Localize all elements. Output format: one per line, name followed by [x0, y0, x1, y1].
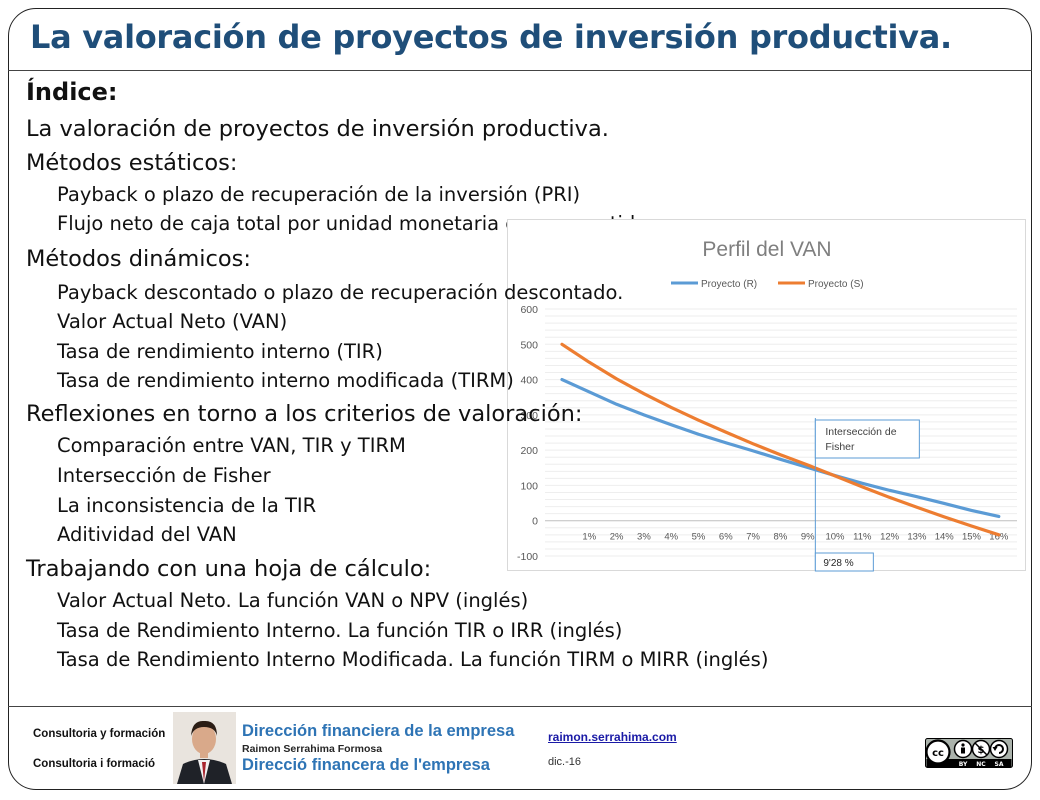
x-tick-label: 14% — [935, 532, 955, 543]
index-subitem: Tasa de rendimiento interno (TIR) — [57, 340, 383, 363]
fisher-rate-label: 9'28 % — [823, 558, 853, 569]
index-item: La valoración de proyectos de inversión … — [26, 116, 609, 142]
y-tick-label: 100 — [520, 480, 538, 492]
y-tick-label: 500 — [520, 339, 538, 351]
index-section: Trabajando con una hoja de cálculo: — [26, 556, 432, 582]
series-line-proyecto-s — [560, 342, 1001, 537]
svg-text:$: $ — [978, 745, 985, 756]
y-tick-label: 600 — [520, 304, 538, 316]
y-tick-label: -100 — [517, 551, 538, 563]
cc-by-label: BY — [959, 761, 968, 768]
x-tick-label: 15% — [962, 532, 982, 543]
footer-tagline-ca: Consultoria i formació — [33, 758, 156, 770]
y-tick-label: 300 — [520, 410, 538, 422]
chart-canvas: Perfil del VAN Proyecto (R) Proyecto (S)… — [517, 238, 1017, 572]
author-photo — [173, 712, 236, 784]
footer-divider — [8, 706, 1032, 707]
y-tick-label: 400 — [520, 375, 538, 387]
index-section: Reflexiones en torno a los criterios de … — [26, 401, 583, 427]
website-link[interactable]: raimon.serrahima.com — [548, 730, 677, 744]
brand-title-es: Dirección financiera de la empresa — [242, 722, 515, 740]
x-tick-label: 16% — [989, 532, 1009, 543]
x-tick-label: 2% — [610, 532, 624, 543]
chart-title: Perfil del VAN — [702, 238, 831, 261]
x-tick-label: 6% — [719, 532, 733, 543]
index-subitem: Payback o plazo de recuperación de la in… — [57, 183, 581, 206]
index-subitem: La inconsistencia de la TIR — [57, 494, 317, 517]
index-subitem: Payback descontado o plazo de recuperaci… — [57, 281, 624, 304]
slide-date: dic.-16 — [548, 756, 582, 768]
brand-author: Raimon Serrahima Formosa — [242, 743, 383, 755]
index-subitem: Tasa de rendimiento interno modificada (… — [57, 369, 514, 392]
index-subitem: Tasa de Rendimiento Interno Modificada. … — [57, 648, 769, 671]
fisher-annotation: Intersección de Fisher 9'28 % — [814, 418, 920, 572]
fisher-callout-line1: Intersección de — [825, 426, 896, 438]
series-line-proyecto-r — [560, 377, 1001, 519]
svg-text:cc: cc — [932, 748, 944, 759]
van-profile-chart: Perfil del VAN Proyecto (R) Proyecto (S)… — [507, 219, 1026, 572]
chart-grid — [545, 308, 1017, 557]
x-axis: 1% 2% 3% 4% 5% 6% 7% 8% 9% 10% 11% 12% 13% 14% 15% 16% — [582, 532, 1008, 543]
x-tick-label: 3% — [637, 532, 651, 543]
cc-sa-label: SA — [995, 761, 1004, 768]
index-subitem: Valor Actual Neto (VAN) — [57, 310, 288, 333]
title-divider — [8, 70, 1032, 71]
fisher-callout-line2: Fisher — [825, 441, 855, 453]
x-tick-label: 9% — [801, 532, 815, 543]
x-tick-label: 4% — [664, 532, 678, 543]
chart-series — [560, 342, 1001, 537]
index-section: Métodos estáticos: — [26, 150, 238, 176]
nc-icon: $ — [971, 739, 991, 759]
x-tick-label: 5% — [692, 532, 706, 543]
x-tick-label: 1% — [582, 532, 596, 543]
page-title: La valoración de proyectos de inversión … — [30, 18, 952, 56]
x-tick-label: 13% — [907, 532, 927, 543]
sa-icon — [989, 739, 1009, 759]
index-subitem: Valor Actual Neto. La función VAN o NPV … — [57, 589, 529, 612]
index-subitem: Flujo neto de caja total por unidad mone… — [57, 212, 654, 235]
index-heading: Índice: — [26, 78, 118, 106]
cc-license-badge[interactable]: cc $ BY NC SA — [925, 738, 1013, 768]
x-tick-label: 8% — [774, 532, 788, 543]
y-axis: 600 500 400 300 200 100 0 -100 — [517, 304, 538, 563]
footer-tagline-es: Consultoria y formación — [33, 728, 166, 740]
by-icon — [953, 739, 973, 759]
legend-label-s: Proyecto (S) — [808, 279, 864, 290]
index-subitem: Comparación entre VAN, TIR y TIRM — [57, 434, 406, 457]
y-tick-label: 200 — [520, 445, 538, 457]
legend-label-r: Proyecto (R) — [701, 279, 757, 290]
brand-title-ca: Direcció financera de l'empresa — [242, 756, 490, 774]
x-tick-label: 11% — [853, 532, 872, 543]
index-subitem: Aditividad del VAN — [57, 523, 237, 546]
fisher-callout-box — [814, 419, 920, 459]
cc-icon: cc — [925, 739, 951, 765]
index-subitem: Tasa de Rendimiento Interno. La función … — [57, 619, 623, 642]
index-section: Métodos dinámicos: — [26, 246, 251, 272]
x-tick-label: 12% — [880, 532, 900, 543]
slide-frame — [8, 8, 1032, 790]
x-tick-label: 7% — [746, 532, 760, 543]
y-tick-label: 0 — [532, 516, 538, 528]
x-tick-label: 10% — [825, 532, 845, 543]
index-subitem: Intersección de Fisher — [57, 464, 271, 487]
fisher-rate-box — [814, 552, 874, 572]
cc-nc-label: NC — [976, 761, 986, 768]
chart-legend: Proyecto (R) Proyecto (S) — [671, 279, 864, 290]
